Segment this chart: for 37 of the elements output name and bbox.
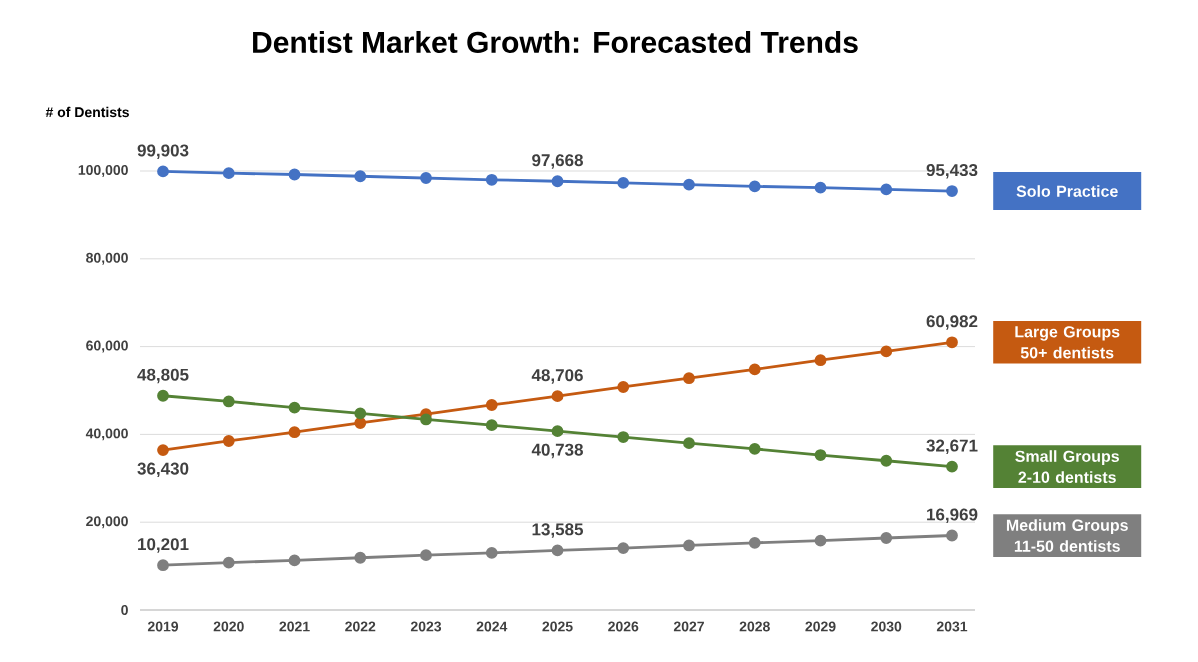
text: Small Groups 2-10 dentists bbox=[1015, 450, 1120, 483]
data-label: 60,982 bbox=[926, 315, 978, 330]
y-tick-label: 60,000 bbox=[86, 340, 128, 353]
y-tick-label: 20,000 bbox=[86, 516, 128, 529]
x-tick-label: 2020 bbox=[213, 621, 244, 632]
data-label: 32,671 bbox=[926, 439, 978, 455]
text: Solo Practice bbox=[1016, 185, 1118, 197]
data-label: 95,433 bbox=[926, 164, 978, 179]
data-label: 40,738 bbox=[531, 443, 583, 459]
data-label: 99,903 bbox=[137, 144, 189, 159]
x-tick-label: 2030 bbox=[871, 621, 902, 632]
data-label: 97,668 bbox=[532, 154, 583, 169]
x-tick-label: 2019 bbox=[147, 621, 179, 632]
x-tick-label: 2021 bbox=[279, 621, 310, 632]
text: Medium Groups 11-50 dentists bbox=[1006, 519, 1128, 552]
data-label: 36,430 bbox=[137, 462, 189, 478]
x-tick-label: 2023 bbox=[410, 621, 442, 632]
x-tick-label: 2022 bbox=[345, 621, 376, 632]
data-label: 48,706 bbox=[531, 369, 583, 384]
y-tick-label: 40,000 bbox=[85, 428, 128, 441]
data-label: 10,201 bbox=[138, 538, 189, 553]
x-tick-label: 2026 bbox=[608, 621, 639, 632]
x-tick-label: 2025 bbox=[542, 621, 573, 632]
x-tick-label: 2029 bbox=[805, 621, 836, 632]
x-tick-label: 2027 bbox=[673, 621, 704, 632]
data-label: 48,805 bbox=[137, 368, 189, 384]
x-tick-label: 2024 bbox=[476, 621, 508, 632]
x-tick-label: 2031 bbox=[936, 621, 968, 632]
y-tick-label: 0 bbox=[121, 605, 128, 615]
data-label: 13,585 bbox=[532, 523, 584, 538]
chart-title: Dentist Market Growth: Forecasted Trends bbox=[253, 30, 858, 54]
y-tick-label: 80,000 bbox=[86, 252, 128, 265]
data-label: 16,969 bbox=[927, 508, 978, 523]
y-tick-label: 100,000 bbox=[78, 165, 128, 177]
x-tick-label: 2028 bbox=[739, 621, 770, 632]
text: Large Groups 50+ dentists bbox=[1015, 326, 1120, 359]
y-axis-title: # of Dentists bbox=[45, 106, 129, 118]
